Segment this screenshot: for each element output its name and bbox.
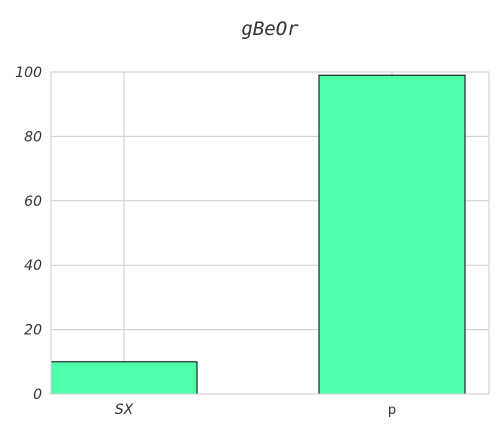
plot-frame [50,71,490,395]
bars [50,74,466,395]
y-tick-label: 0 [33,387,42,403]
x-tick-label: p [388,403,396,418]
y-tick-label: 40 [24,258,42,274]
chart-title: gBeOr [241,18,299,40]
plot-border [50,71,490,395]
y-tick-label: 20 [24,323,42,339]
y-tick-label: 60 [24,194,42,210]
bar-p [318,74,466,395]
bar-sx [50,361,198,395]
y-axis-ticks: 0 20 40 60 80 100 [15,65,42,403]
y-tick-label: 80 [24,129,42,145]
y-tick-label: 100 [15,65,42,81]
x-axis-ticks: SX p [115,402,396,418]
x-tick-label: SX [115,402,134,418]
